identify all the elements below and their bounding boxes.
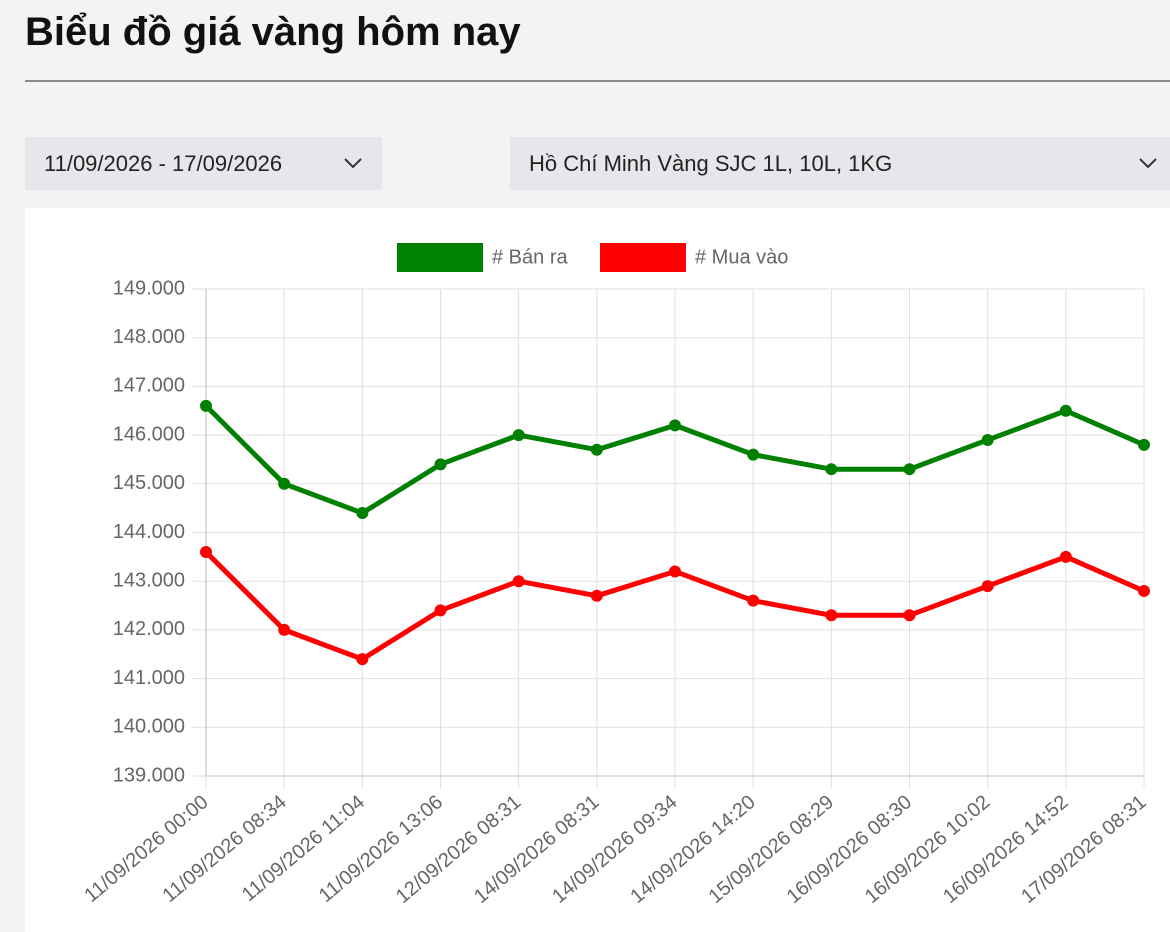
data-point xyxy=(590,443,603,456)
data-point xyxy=(590,589,603,602)
y-tick-label: 145.000 xyxy=(113,472,185,494)
y-tick-label: 144.000 xyxy=(113,521,185,543)
y-tick-label: 148.000 xyxy=(113,326,185,348)
chevron xyxy=(344,158,362,169)
data-point xyxy=(512,575,525,588)
y-tick-label: 142.000 xyxy=(113,618,185,640)
y-tick-label: 140.000 xyxy=(113,716,185,738)
data-point xyxy=(278,623,291,636)
data-point xyxy=(200,399,212,412)
data-point xyxy=(981,580,994,593)
data-point xyxy=(434,458,447,471)
location-text: Hồ Chí Minh Vàng SJC 1L, 10L, 1KG xyxy=(529,151,893,176)
y-tick-label: 141.000 xyxy=(113,667,185,689)
data-point xyxy=(981,433,994,446)
data-point xyxy=(669,419,681,432)
data-point xyxy=(825,609,838,622)
legend-label: # Mua vào xyxy=(695,246,788,268)
data-point xyxy=(669,565,681,578)
data-point xyxy=(356,653,369,666)
location-select[interactable]: Hồ Chí Minh Vàng SJC 1L, 10L, 1KG xyxy=(510,137,1170,190)
chevron xyxy=(1139,158,1157,169)
y-tick-label: 147.000 xyxy=(113,375,185,397)
y-tick-label: 146.000 xyxy=(113,423,185,445)
data-point xyxy=(1138,584,1150,597)
data-point xyxy=(356,507,369,520)
date-range-select[interactable]: 11/09/2026 - 17/09/2026 xyxy=(25,137,382,190)
page-title: Biểu đồ giá vàng hôm nay xyxy=(25,10,521,54)
chart: 139.000 140.000 141.000 142.000 143.000 144.0… xyxy=(25,208,1170,932)
data-point xyxy=(747,594,760,607)
data-point xyxy=(747,448,760,461)
data-point xyxy=(1059,550,1072,563)
y-tick-label: 139.000 xyxy=(113,764,185,786)
data-point xyxy=(1059,404,1072,417)
legend-swatch xyxy=(397,243,483,272)
data-point xyxy=(1138,438,1150,451)
data-point xyxy=(512,429,525,442)
data-point xyxy=(903,463,916,476)
legend-swatch xyxy=(600,243,686,272)
data-point xyxy=(200,545,212,558)
data-point xyxy=(903,609,916,622)
divider xyxy=(25,80,1170,82)
data-point xyxy=(434,604,447,617)
legend-label: # Bán ra xyxy=(492,246,568,268)
y-tick-label: 143.000 xyxy=(113,569,185,591)
data-point xyxy=(278,477,291,490)
y-tick-label: 149.000 xyxy=(113,277,185,299)
data-point xyxy=(825,463,838,476)
date-range-text: 11/09/2026 - 17/09/2026 xyxy=(44,151,283,176)
